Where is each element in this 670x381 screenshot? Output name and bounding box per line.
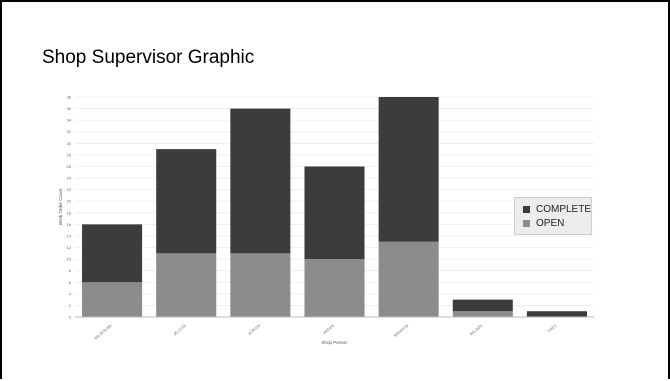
y-tick-label: 2 [69, 303, 72, 308]
y-tick-label: 4 [69, 291, 72, 296]
legend-label-complete: COMPLETE [536, 203, 592, 215]
x-tick-label: JELLY16 [173, 324, 187, 337]
x-axis-title: Shop Person [321, 340, 348, 345]
chart-title: Shop Supervisor Graphic [42, 47, 255, 68]
bars [82, 97, 587, 317]
legend-swatch-open [523, 219, 530, 227]
y-tick-label: 8 [69, 268, 72, 273]
bar-complete [452, 299, 513, 312]
bar-open [156, 253, 217, 317]
y-tick-label: 6 [69, 280, 72, 285]
bar-open [304, 259, 365, 317]
y-tick-label: 28 [67, 152, 72, 157]
x-tick-label: JCRUZ4 [247, 324, 261, 336]
x-tick-label: HEDEN [322, 324, 335, 336]
y-tick-label: 24 [67, 176, 72, 181]
x-tick-label: WILSON [469, 324, 483, 337]
y-tick-label: 16 [67, 222, 72, 227]
y-tick-label: 20 [67, 199, 72, 204]
y-tick-label: 10 [67, 257, 72, 262]
bar-open [452, 311, 513, 317]
y-tick-label: 12 [67, 245, 72, 250]
legend-item-complete: COMPLETE [523, 203, 591, 215]
bar-complete [304, 166, 365, 260]
y-tick-label: 0 [69, 315, 72, 320]
y-tick-label: 30 [67, 141, 72, 146]
x-tick-label: MIRIGY16 [393, 324, 409, 338]
legend-swatch-complete [523, 205, 530, 213]
bar-open [378, 241, 439, 317]
bar-complete [378, 97, 439, 242]
bar-complete [526, 311, 587, 317]
y-tick-label: 38 [67, 95, 72, 100]
y-tick-label: 32 [67, 129, 72, 134]
y-tick-label: 22 [67, 187, 72, 192]
legend: COMPLETE OPEN [514, 197, 592, 235]
legend-label-open: OPEN [536, 217, 565, 229]
y-axis-title: Work Order Count [58, 188, 63, 225]
y-tick-label: 14 [67, 233, 72, 238]
y-tick-label: 36 [67, 106, 72, 111]
bar-complete [230, 108, 291, 254]
legend-item-open: OPEN [523, 217, 564, 229]
x-tick-label: TWC1 [547, 324, 558, 334]
y-tick-label: 18 [67, 210, 72, 215]
x-tick-label: WILSON-BR [94, 324, 113, 341]
bar-open [230, 253, 291, 317]
y-tick-label: 26 [67, 164, 72, 169]
bar-complete [156, 149, 217, 254]
bar-open [82, 282, 143, 317]
bar-complete [82, 224, 143, 283]
y-tick-label: 34 [67, 118, 72, 123]
